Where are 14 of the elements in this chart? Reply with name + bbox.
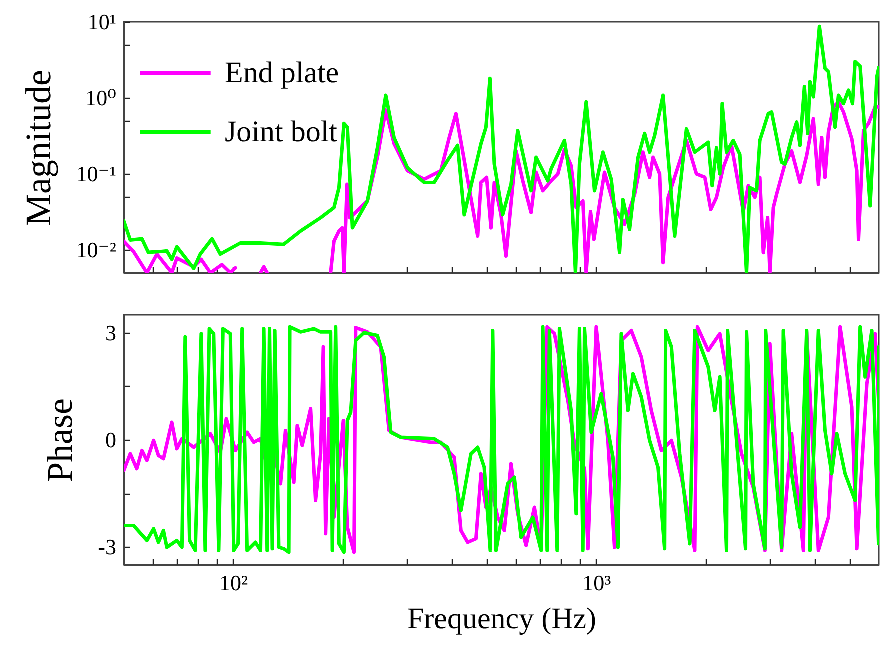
y-tick-label: 0 bbox=[106, 428, 116, 452]
y-tick-label: 3 bbox=[106, 320, 116, 346]
y-tick-label: 10⁻¹ bbox=[76, 162, 116, 187]
y-axis-title: Phase bbox=[40, 398, 80, 482]
y-tick-label: 10⁰ bbox=[86, 86, 117, 111]
y-axis-title: Magnitude bbox=[18, 70, 58, 226]
legend-label: Joint bolt bbox=[225, 116, 338, 148]
y-tick-label: 10⁻² bbox=[76, 238, 117, 263]
legend-label: End plate bbox=[225, 56, 340, 90]
x-axis-title: Frequency (Hz) bbox=[407, 602, 597, 636]
y-tick-label: 10¹ bbox=[88, 10, 116, 34]
x-tick-label: 10² bbox=[220, 570, 249, 596]
y-tick-label: -3 bbox=[98, 534, 116, 560]
x-tick-label: 10³ bbox=[582, 570, 612, 596]
